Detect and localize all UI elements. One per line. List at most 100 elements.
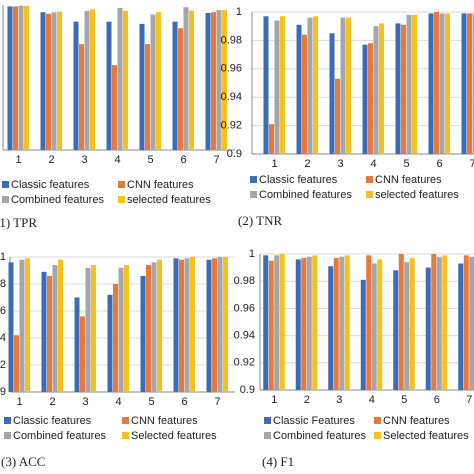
bar	[178, 28, 183, 151]
legend-swatch	[2, 181, 9, 188]
legend-swatch	[2, 196, 9, 203]
bar	[362, 44, 368, 154]
x-tick-label: 3	[337, 158, 343, 170]
bar	[301, 258, 307, 390]
bar	[439, 13, 445, 155]
bar	[409, 258, 415, 390]
bar	[106, 21, 112, 150]
bar	[183, 7, 189, 150]
bar	[80, 316, 85, 392]
bar	[19, 259, 25, 392]
bar	[329, 33, 335, 154]
bar	[150, 14, 156, 150]
bar	[436, 256, 442, 390]
y-tick-label: 0.94	[221, 91, 242, 103]
bar	[274, 20, 280, 154]
bar	[431, 254, 437, 390]
bar	[393, 270, 399, 390]
caption: (1) TPR	[0, 215, 37, 230]
bar	[467, 13, 472, 155]
bar	[8, 262, 14, 392]
y-tick-label: 0.92	[221, 120, 242, 132]
y-tick-label: 0.96	[221, 63, 242, 75]
bar	[24, 5, 29, 150]
y-tick-label: 0.98	[221, 34, 242, 46]
bar	[91, 265, 96, 392]
bar	[117, 7, 123, 151]
x-tick-label: 3	[81, 154, 87, 166]
bar	[412, 14, 417, 155]
bar	[313, 16, 318, 155]
bar	[296, 24, 302, 155]
bar	[395, 23, 401, 154]
y-tick-label: 0.98	[234, 275, 255, 287]
legend-label: CNN features	[383, 415, 450, 427]
x-tick-label: 7	[469, 158, 474, 170]
bar	[406, 14, 412, 155]
bar	[368, 43, 373, 154]
legend-label: Combined features	[273, 430, 366, 442]
bar	[52, 265, 58, 392]
bar	[90, 9, 95, 150]
bar	[344, 255, 350, 390]
bar	[379, 23, 384, 154]
legend-label: CNN features	[127, 179, 194, 191]
bar	[51, 12, 57, 150]
bar	[79, 44, 84, 150]
y-tick-label: 0.94	[0, 332, 6, 344]
bar	[206, 259, 212, 392]
bar	[124, 265, 129, 392]
bar	[398, 254, 404, 390]
bar	[263, 16, 269, 155]
x-tick-label: 2	[48, 154, 54, 166]
bar	[274, 255, 280, 390]
x-tick-label: 2	[304, 394, 310, 406]
bar	[145, 44, 150, 150]
y-tick-label: 0.96	[234, 302, 255, 314]
bar	[146, 265, 151, 392]
y-tick-label: 1	[236, 6, 242, 18]
bar	[222, 10, 227, 151]
x-tick-label: 4	[115, 396, 121, 408]
bar	[156, 12, 161, 150]
bar	[401, 24, 406, 155]
x-tick-label: 6	[434, 394, 440, 406]
x-tick-label: 1	[271, 158, 277, 170]
bar	[458, 263, 464, 390]
bar	[40, 12, 46, 150]
bar	[280, 16, 285, 155]
legend-swatch	[4, 432, 11, 439]
bar	[157, 259, 162, 392]
bar	[205, 12, 211, 150]
legend-swatch	[118, 181, 125, 188]
bar	[373, 26, 379, 155]
bar	[463, 255, 469, 390]
bar	[47, 275, 52, 392]
y-tick-label: 0.92	[0, 359, 6, 371]
bar	[212, 258, 217, 392]
bar	[339, 256, 345, 390]
bar	[46, 13, 51, 151]
bar	[189, 10, 194, 150]
bar	[172, 21, 178, 150]
x-tick-label: 1	[15, 154, 21, 166]
x-tick-label: 4	[369, 394, 375, 406]
legend-label: Classic features	[11, 179, 90, 191]
legend-swatch	[366, 191, 373, 198]
caption: (3) ACC	[1, 454, 45, 469]
legend-swatch	[366, 176, 373, 183]
y-tick-label: 0.96	[0, 305, 6, 317]
bar	[18, 5, 24, 150]
bar	[333, 258, 339, 390]
x-tick-label: 2	[304, 158, 310, 170]
y-tick-label: 0.98	[0, 278, 6, 290]
bar	[151, 262, 157, 392]
bar	[366, 255, 372, 390]
bar	[346, 17, 351, 155]
bar	[360, 279, 366, 390]
bar	[328, 266, 334, 390]
bar	[112, 65, 117, 150]
y-tick-label: 0.9	[240, 384, 255, 396]
bar	[113, 284, 118, 392]
